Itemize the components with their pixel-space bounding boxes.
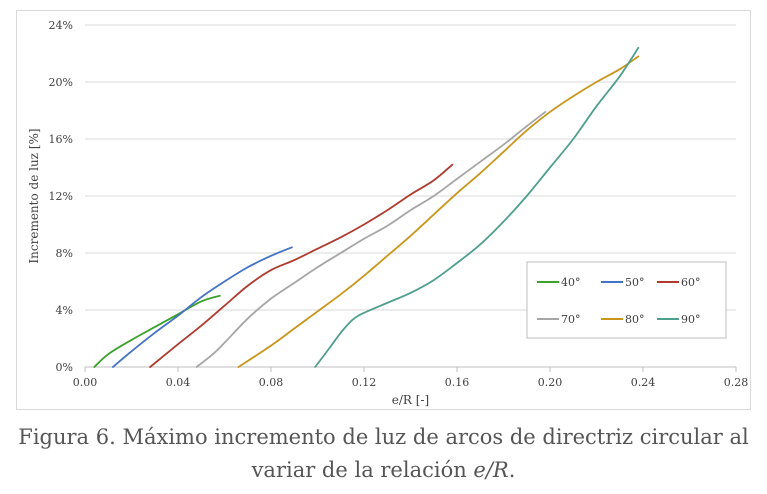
x-tick-label: 0.04 xyxy=(166,376,191,389)
legend-label: 50° xyxy=(625,276,645,289)
y-tick-label: 0% xyxy=(56,361,73,374)
caption-line-1: Figura 6. Máximo incremento de luz de ar… xyxy=(18,425,749,449)
series-line-2 xyxy=(112,246,293,368)
caption-variable: e/R xyxy=(473,458,509,482)
x-tick-label: 0.24 xyxy=(631,376,656,389)
caption-line-2: variar de la relación e/R. xyxy=(0,454,767,487)
legend-label: 70° xyxy=(561,313,581,326)
legend: 40° 50° 60° 70° 80° 90° xyxy=(526,261,727,339)
series-line-6 xyxy=(314,46,640,368)
y-tick-label: 16% xyxy=(49,133,73,146)
chart-frame: 0% 4% 8% 12% 16% 20% 24% 0.00 0.04 0.08 0.12 0.16 0.… xyxy=(16,10,751,410)
x-tick-label: 0.28 xyxy=(724,376,749,389)
y-axis-label: Incremento de luz [%] xyxy=(27,128,41,263)
legend-box xyxy=(526,261,727,339)
caption-line-2-end: . xyxy=(508,458,516,482)
y-tick-label: 24% xyxy=(49,19,73,32)
y-tick-label: 4% xyxy=(56,304,73,317)
legend-label: 60° xyxy=(681,276,701,289)
caption-line-2-text: variar de la relación xyxy=(251,458,474,482)
line-chart: 0% 4% 8% 12% 16% 20% 24% 0.00 0.04 0.08 0.12 0.16 0.… xyxy=(27,19,749,407)
series-lines xyxy=(93,46,640,368)
series-line-5 xyxy=(237,55,640,368)
series-line-3 xyxy=(149,163,454,368)
x-tick-label: 0.08 xyxy=(259,376,284,389)
x-tick-label: 0.16 xyxy=(445,376,470,389)
legend-label: 90° xyxy=(681,313,701,326)
x-tick-label: 0.20 xyxy=(538,376,563,389)
legend-label: 80° xyxy=(625,313,645,326)
y-tick-label: 20% xyxy=(49,76,73,89)
y-tick-label: 8% xyxy=(56,247,73,260)
series-line-4 xyxy=(195,111,547,368)
legend-label: 40° xyxy=(561,276,581,289)
x-axis-label: e/R [-] xyxy=(392,393,429,407)
x-tick-label: 0.12 xyxy=(352,376,377,389)
figure-caption: Figura 6. Máximo incremento de luz de ar… xyxy=(0,421,767,487)
axes: 0% 4% 8% 12% 16% 20% 24% 0.00 0.04 0.08 0.12 0.16 0.… xyxy=(49,19,749,389)
series-line-1 xyxy=(93,294,221,368)
x-tick-label: 0.00 xyxy=(73,376,98,389)
y-tick-label: 12% xyxy=(49,190,73,203)
